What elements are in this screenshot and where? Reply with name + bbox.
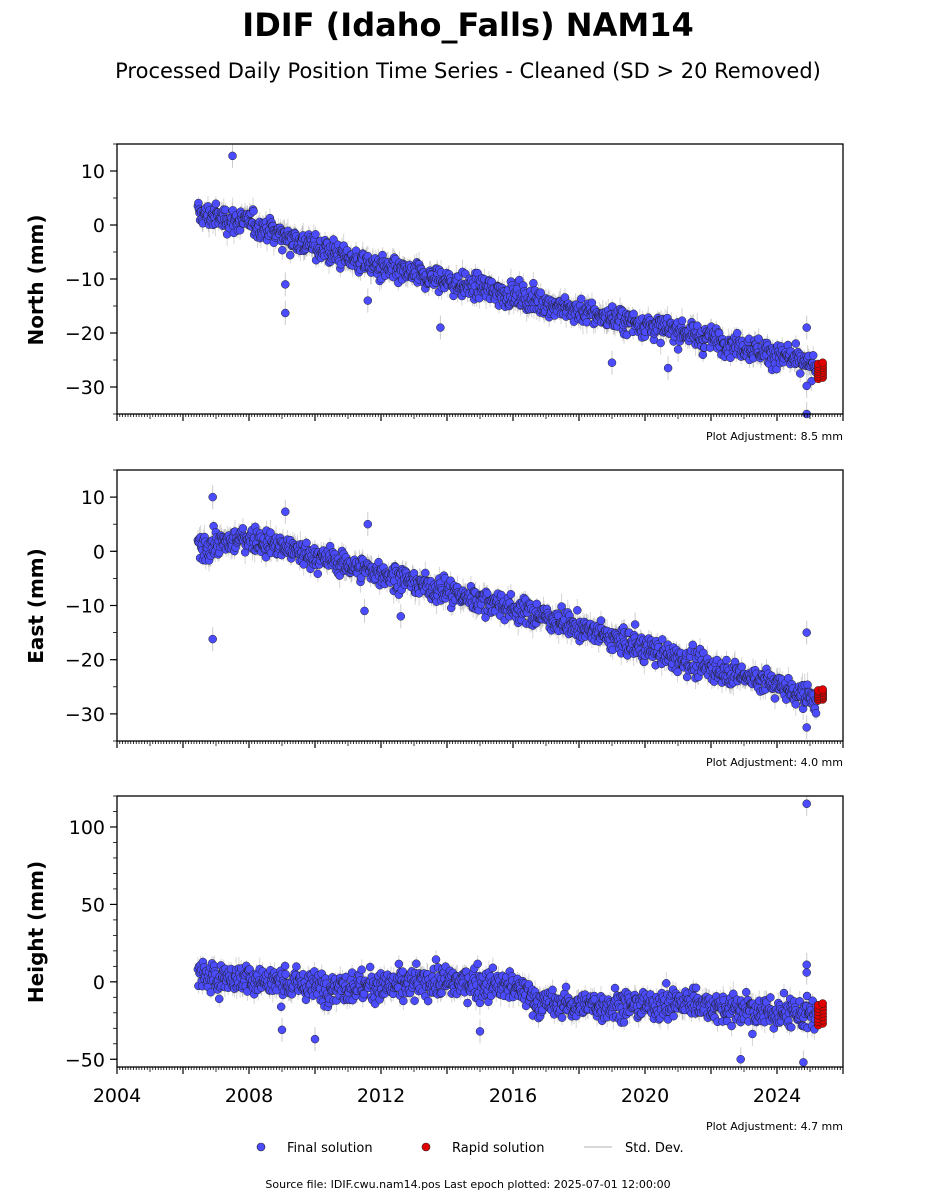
final-point-outlier [607,358,617,367]
final-point [732,328,742,338]
final-point-outlier [281,280,290,289]
final-point [698,350,708,360]
y-tick-label: −10 [65,269,105,291]
final-point [770,694,780,703]
final-point [536,288,545,297]
final-point-outlier [363,519,373,529]
final-point-outlier [802,723,811,732]
y-tick-label: −20 [65,650,105,672]
final-point [811,708,821,718]
y-tick-label: −10 [65,596,105,618]
rapid-solution-points [814,358,827,384]
chart-title: IDIF (Idaho_Falls) NAM14 [242,6,693,44]
final-point [573,606,582,615]
final-point [803,680,812,690]
final-point [737,662,746,671]
y-tick-label: 0 [93,215,105,237]
final-point [421,568,430,578]
y-tick-label: −20 [65,323,105,345]
final-point [249,206,258,216]
east-data-marks [193,485,827,740]
final-point [656,338,665,348]
final-point-outlier [663,363,673,373]
final-point [506,590,516,599]
final-point [577,294,586,304]
rapid-solution-points [814,685,827,705]
north-ylabel: North (mm) [24,214,48,345]
final-point [677,316,687,325]
y-tick-label: 10 [81,487,105,509]
final-point-outlier [630,620,640,629]
final-point-outlier [802,628,811,637]
final-point-outlier [360,606,369,616]
final-point [529,278,538,288]
y-tick-label: −30 [65,704,105,726]
final-point [278,245,287,255]
std-dev-bars [197,144,818,414]
final-point-outlier [228,151,237,161]
final-point [311,230,320,239]
north-data-marks [193,144,827,419]
final-point-outlier [802,381,811,391]
final-point-outlier [208,492,217,502]
final-point-outlier [363,296,373,305]
final-point [791,700,801,709]
final-point [688,640,697,650]
rapid-point [818,685,827,694]
final-point [211,199,221,208]
final-point-outlier [436,323,445,332]
chart-subtitle: Processed Daily Position Time Series - C… [115,59,821,83]
final-point [673,345,683,354]
east-panel: 100−10−20−30 East (mm) Plot Adjustment: … [24,469,844,769]
final-point [796,369,805,378]
y-tick-label: 10 [81,161,105,183]
north-plot-adjustment: Plot Adjustment: 8.5 mm [706,430,843,443]
final-point-outlier [281,507,290,516]
final-point [313,569,323,579]
final-point [238,524,248,533]
final-solution-points [193,492,821,732]
final-point-outlier [396,612,406,621]
final-point-outlier [802,323,811,332]
final-solution-points [193,151,821,419]
final-point-outlier [208,634,217,644]
final-point [722,655,731,665]
final-point-outlier [281,308,290,318]
y-tick-label: 0 [93,541,105,563]
y-tick-label: −30 [65,377,105,399]
final-point [596,616,606,625]
final-point [285,250,295,260]
final-point [808,351,818,360]
north-panel: 10 0 −10 −20 −30 North (mm) Plot Adjustment:… [24,143,844,443]
final-point [791,339,801,348]
final-point [302,538,311,548]
final-point [629,309,638,319]
rapid-point [818,358,827,367]
